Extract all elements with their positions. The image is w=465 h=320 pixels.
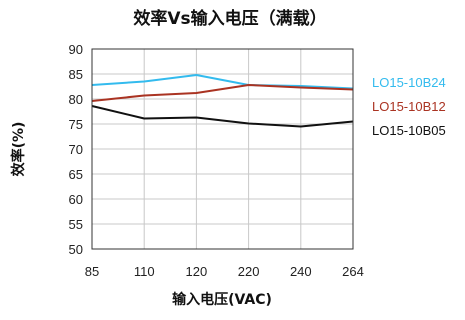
- legend-entry: LO15-10B24: [372, 75, 446, 90]
- x-tick-label: 120: [186, 264, 208, 279]
- y-tick-label: 60: [69, 192, 83, 207]
- x-tick-label: 240: [290, 264, 312, 279]
- y-tick-label: 80: [69, 92, 83, 107]
- series-line: [91, 74, 354, 90]
- y-tick-label: 55: [69, 217, 83, 232]
- y-axis-label: 效率(%): [10, 122, 27, 177]
- y-tick-label: 50: [69, 242, 83, 257]
- y-tick-label: 90: [69, 42, 83, 57]
- y-tick-label: 65: [69, 167, 83, 182]
- y-tick-label: 70: [69, 142, 83, 157]
- y-tick-label: 75: [69, 117, 83, 132]
- x-tick-label: 85: [85, 264, 99, 279]
- x-tick-label: 264: [342, 264, 364, 279]
- series-line: [91, 84, 354, 102]
- y-axis-ticks: 90 85 80 75 70 65 60 55 50: [69, 42, 83, 257]
- x-tick-label: 220: [238, 264, 260, 279]
- x-axis-label: 输入电压(VAC): [172, 291, 272, 308]
- legend-entry: LO15-10B12: [372, 99, 446, 114]
- series-line: [91, 105, 354, 128]
- legend: LO15-10B24 LO15-10B12 LO15-10B05: [372, 75, 446, 138]
- chart-title: 效率Vs输入电压（满载）: [133, 8, 326, 29]
- series-lines: [91, 74, 354, 128]
- x-axis-ticks: 85 110 120 220 240 264: [85, 264, 364, 279]
- y-tick-label: 85: [69, 67, 83, 82]
- legend-entry: LO15-10B05: [372, 123, 446, 138]
- plot-frame: [91, 48, 354, 250]
- x-tick-label: 110: [134, 264, 155, 279]
